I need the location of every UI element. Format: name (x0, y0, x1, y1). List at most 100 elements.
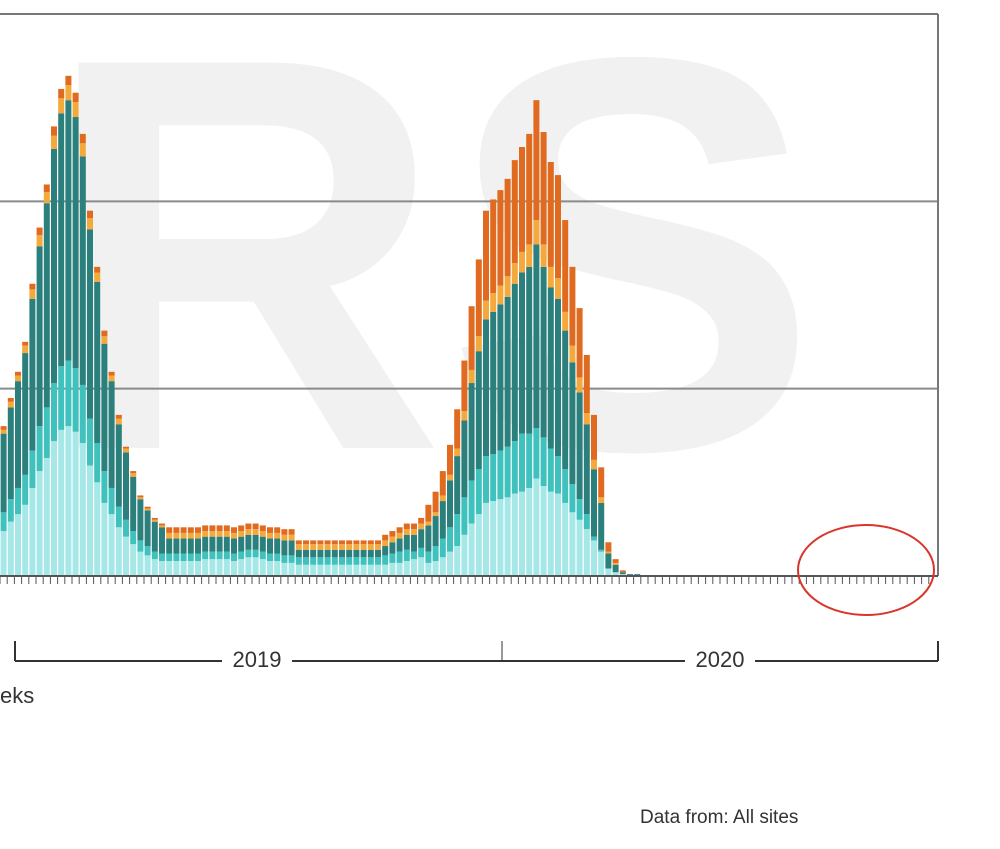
bar-segment (317, 549, 324, 558)
bar-segment (461, 411, 468, 421)
bar-segment (619, 570, 626, 573)
bar-segment (295, 564, 302, 576)
bar-segment (360, 564, 367, 576)
bar-segment (367, 557, 374, 565)
bar-segment (267, 532, 273, 539)
bar-segment (367, 544, 374, 550)
bar-segment (605, 568, 612, 576)
bar-segment (591, 459, 597, 470)
bar-segment (439, 471, 446, 496)
bar-segment (202, 559, 209, 576)
bar-segment (403, 529, 410, 535)
bar-segment (425, 521, 432, 526)
bar-segment (483, 319, 489, 457)
bar-segment (605, 542, 612, 552)
bar-segment (252, 557, 259, 576)
bar-segment (238, 525, 245, 532)
bar-segment (483, 456, 489, 503)
bar-segment (267, 553, 273, 562)
bar-segment (43, 184, 50, 192)
bar-segment (382, 540, 389, 547)
bar-segment (209, 536, 216, 552)
bar-segment (15, 487, 21, 515)
bar-segment (497, 285, 504, 305)
bar-segment (22, 474, 29, 505)
bar-segment (144, 508, 151, 511)
bar-segment (231, 561, 237, 576)
bar-segment (151, 551, 158, 560)
bar-segment (310, 557, 317, 565)
bar-segment (447, 527, 453, 552)
bar-segment (583, 424, 590, 515)
bar-segment (353, 564, 360, 576)
bar-segment (303, 564, 309, 576)
bar-segment (439, 557, 446, 576)
bar-segment (72, 102, 79, 118)
bar-segment (475, 336, 482, 352)
year-label: 2019 (233, 647, 282, 672)
bar-segment (22, 341, 29, 346)
bar-segment (72, 92, 79, 103)
bar-segment (202, 536, 209, 552)
bar-segment (51, 148, 57, 384)
bar-segment (159, 553, 165, 562)
bar-segment (555, 493, 561, 576)
bar-segment (583, 514, 590, 530)
bar-segment (353, 544, 360, 550)
bar-segment (259, 559, 266, 576)
bar-segment (425, 562, 432, 576)
bar-segment (475, 259, 482, 337)
bar-segment (0, 426, 7, 430)
bar-segment (346, 557, 353, 565)
bar-segment (555, 298, 561, 457)
bar-segment (375, 557, 381, 565)
bar-segment (411, 529, 417, 535)
bar-segment (519, 272, 525, 434)
bar-segment (605, 551, 612, 554)
bar-segment (396, 538, 403, 552)
bar-segment (346, 544, 353, 550)
bar-segment (317, 540, 324, 545)
bar-segment (58, 113, 65, 367)
bar-segment (425, 551, 432, 563)
bar-segment (360, 557, 367, 565)
bar-segment (238, 559, 245, 576)
bar-segment (555, 456, 561, 494)
bar-segment (562, 220, 569, 312)
bar-segment (166, 561, 173, 576)
bar-segment (353, 549, 360, 558)
bar-segment (259, 536, 266, 552)
bar-segment (51, 383, 57, 442)
bar-segment (511, 493, 518, 576)
bar-segment (231, 553, 237, 562)
bar-segment (36, 246, 43, 427)
bar-segment (468, 369, 475, 384)
bar-segment (238, 551, 245, 560)
bar-segment (569, 362, 576, 485)
bar-segment (375, 564, 381, 576)
bar-segment (259, 551, 266, 560)
bar-segment (108, 514, 115, 576)
bar-segment (245, 529, 252, 535)
bar-segment (432, 546, 439, 562)
bar-segment (540, 486, 547, 576)
bar-segment (533, 220, 540, 245)
bar-segment (576, 377, 583, 393)
bar-segment (562, 311, 569, 331)
bar-segment (29, 450, 36, 488)
bar-segment (43, 191, 50, 204)
bar-segment (367, 549, 374, 558)
bar-segment (144, 510, 151, 547)
bar-segment (0, 512, 7, 532)
bar-segment (151, 517, 158, 520)
bar-segment (483, 300, 489, 320)
bar-segment (65, 360, 72, 427)
bar-segment (447, 444, 453, 475)
bar-segment (468, 383, 475, 481)
bar-segment (382, 546, 389, 556)
bar-segment (533, 100, 540, 221)
bar-segment (15, 375, 21, 382)
bar-segment (411, 551, 417, 560)
